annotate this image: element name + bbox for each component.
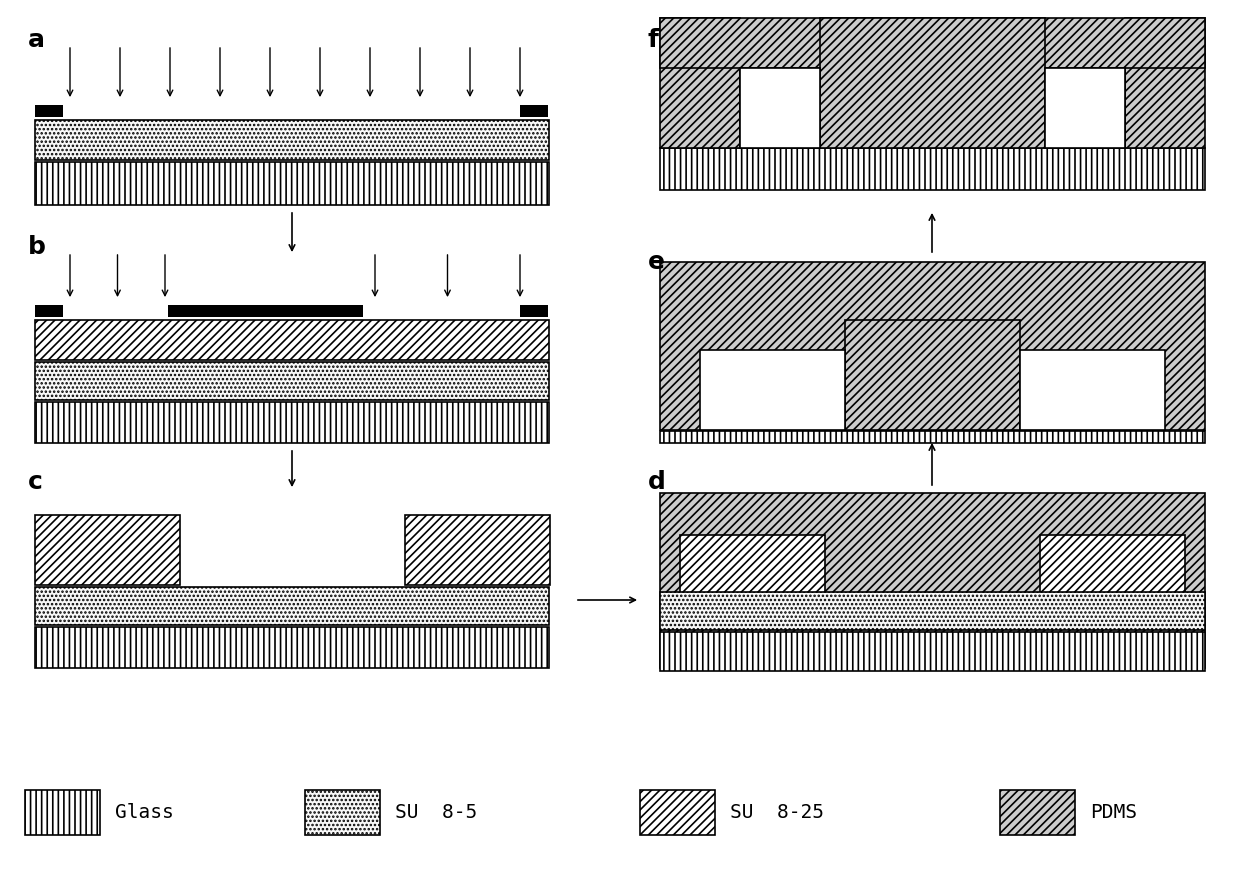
Bar: [35, 515, 180, 585]
Text: b: b: [29, 235, 46, 259]
Bar: [35, 305, 63, 317]
Bar: [660, 148, 1205, 190]
Bar: [1045, 68, 1125, 148]
Text: Glass: Glass: [115, 803, 174, 822]
Bar: [660, 493, 1205, 668]
Text: c: c: [29, 470, 43, 494]
Bar: [35, 105, 63, 117]
Bar: [35, 120, 549, 160]
Bar: [35, 362, 549, 400]
Text: f: f: [649, 28, 658, 52]
Bar: [35, 627, 549, 668]
Bar: [305, 790, 379, 835]
Bar: [701, 350, 844, 430]
Bar: [35, 587, 549, 625]
Text: SU  8-5: SU 8-5: [396, 803, 477, 822]
Bar: [520, 105, 548, 117]
Bar: [25, 790, 100, 835]
Text: d: d: [649, 470, 666, 494]
Bar: [999, 790, 1075, 835]
Bar: [35, 402, 549, 443]
Bar: [660, 262, 1205, 430]
Bar: [35, 162, 549, 205]
Bar: [1021, 350, 1166, 430]
Bar: [820, 18, 1045, 148]
Bar: [740, 68, 820, 148]
Bar: [640, 790, 715, 835]
Bar: [35, 320, 549, 360]
Bar: [167, 305, 363, 317]
Bar: [520, 305, 548, 317]
Text: SU  8-25: SU 8-25: [730, 803, 825, 822]
Bar: [660, 431, 1205, 443]
Bar: [1045, 68, 1125, 148]
Bar: [660, 592, 1205, 630]
Bar: [660, 18, 1205, 68]
Text: PDMS: PDMS: [1090, 803, 1137, 822]
Bar: [1040, 535, 1185, 625]
Text: e: e: [649, 250, 665, 274]
Bar: [405, 515, 551, 585]
Bar: [1125, 18, 1205, 148]
Bar: [740, 68, 820, 148]
Bar: [680, 535, 825, 625]
Bar: [844, 320, 1021, 430]
Text: a: a: [29, 28, 45, 52]
Bar: [660, 18, 740, 148]
Bar: [660, 632, 1205, 671]
